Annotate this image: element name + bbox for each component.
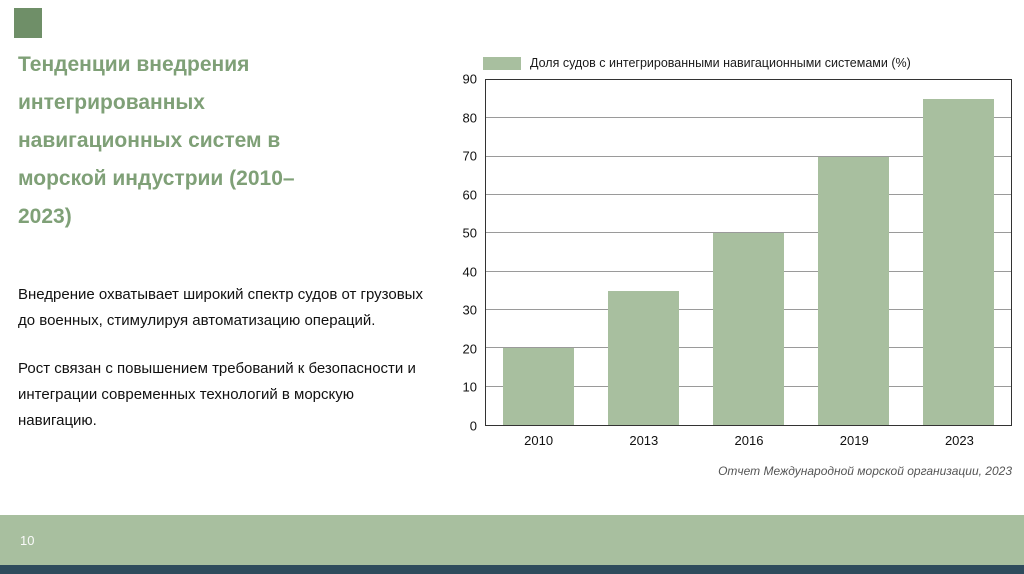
bar-chart: Доля судов с интегрированными навигацион… — [455, 56, 1012, 478]
y-tick-label: 70 — [462, 148, 477, 164]
x-tick-label: 2023 — [944, 433, 974, 448]
x-tick-label: 2016 — [734, 433, 764, 448]
slide-accent-square — [14, 8, 42, 38]
plot-row: 0 10 20 30 40 50 60 70 80 90 — [455, 72, 1012, 434]
bars-row — [486, 80, 1011, 425]
slide-title: Тенденции внедрения интегрированных нави… — [18, 53, 295, 228]
page-number: 10 — [20, 532, 35, 548]
gridline — [486, 232, 1011, 234]
bar-2010 — [502, 348, 575, 425]
y-tick-label: 10 — [462, 379, 477, 395]
gridline — [486, 155, 1011, 157]
legend-swatch — [483, 56, 521, 70]
x-tick-label: 2010 — [524, 433, 554, 448]
gridline — [486, 117, 1011, 119]
y-tick-label: 60 — [462, 187, 477, 203]
bar-slot — [591, 80, 696, 425]
text-column: Тенденции внедрения интегрированных нави… — [18, 46, 448, 456]
bar-slot — [696, 80, 801, 425]
y-tick-label: 50 — [462, 225, 477, 241]
x-tick-label: 2019 — [839, 433, 869, 448]
bar-slot — [906, 80, 1011, 425]
chart-legend: Доля судов с интегрированными навигацион… — [483, 56, 1012, 70]
gridline — [486, 194, 1011, 195]
footer-bar: 10 — [0, 515, 1024, 565]
body-paragraph-2: Рост связан с повышением требований к бе… — [18, 360, 416, 429]
bar-2023 — [922, 99, 995, 425]
y-tick-label: 80 — [462, 110, 477, 126]
bar-slot — [486, 80, 591, 425]
y-tick-label: 90 — [462, 71, 477, 87]
bar-2019 — [817, 156, 890, 425]
bar-2013 — [607, 290, 680, 425]
bottom-strip — [0, 565, 1024, 574]
x-axis-labels: 2010 2013 2016 2019 2023 — [486, 426, 1012, 448]
legend-label: Доля судов с интегрированными навигацион… — [530, 56, 911, 70]
y-tick-label: 20 — [462, 341, 477, 357]
bar-2016 — [712, 233, 785, 425]
y-tick-label: 0 — [469, 418, 477, 434]
x-tick-label: 2013 — [629, 433, 659, 448]
plot-area — [485, 79, 1012, 426]
y-tick-label: 30 — [462, 302, 477, 318]
chart-source: Отчет Международной морской организации,… — [718, 464, 1012, 478]
bar-slot — [801, 80, 906, 425]
body-paragraph-1: Внедрение охватывает широкий спектр судо… — [18, 286, 423, 329]
y-tick-label: 40 — [462, 264, 477, 280]
y-axis: 0 10 20 30 40 50 60 70 80 90 — [455, 72, 485, 434]
